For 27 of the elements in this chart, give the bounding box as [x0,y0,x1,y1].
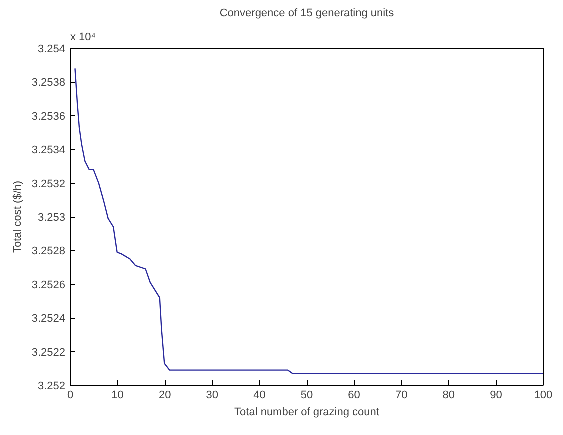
x-tick-label: 60 [348,390,360,402]
x-tick-label: 80 [442,390,456,402]
x-tick-label: 10 [112,390,124,402]
y-tick-label: 3.2528 [32,246,66,258]
x-axis-title: Total number of grazing count [234,406,380,418]
y-axis-title: Total cost ($/h) [12,180,24,254]
chart-title: Convergence of 15 generating units [220,8,395,20]
y-tick-label: 3.2534 [32,144,66,157]
x-tick-label: 0 [67,390,74,402]
y-tick-label: 3.2536 [32,110,66,123]
x-tick-label: 20 [158,390,172,402]
x-tick-label: 90 [490,390,502,402]
x-tick-label: 50 [300,390,314,402]
y-tick-label: 3.2522 [32,346,66,359]
x-tick-label: 70 [395,390,408,402]
y-tick-label: 3.2524 [32,313,66,326]
y-tick-label: 3.2538 [32,77,66,90]
x-tick-label: 100 [534,390,553,402]
line-series [74,68,544,374]
x-tick-label: 40 [254,390,266,402]
y-tick-label: 3.2526 [32,279,66,292]
y-tick-label: 3.254 [38,44,66,56]
text: x 10⁴ [70,32,96,44]
y-tick-label: 3.2532 [32,178,66,190]
y-tick-label: 3.252 [38,380,66,392]
x-tick-label: 30 [206,390,219,402]
y-tick-label: 3.253 [38,212,66,224]
